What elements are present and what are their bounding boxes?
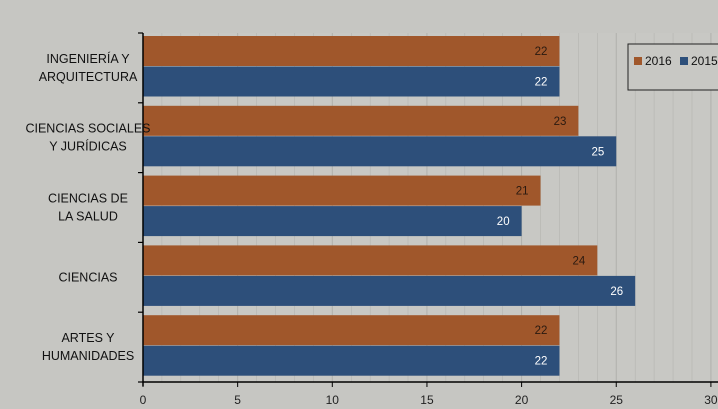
- bar-value-label: 22: [535, 77, 548, 89]
- legend-box: [627, 43, 718, 91]
- x-tick-label: 0: [140, 393, 147, 407]
- bar-value-label: 22: [535, 356, 548, 368]
- bar-value-label: 24: [573, 255, 586, 267]
- bar-2016-4: [143, 315, 560, 346]
- bar-value-label: 22: [535, 325, 548, 337]
- bar-value-label: 23: [554, 116, 567, 128]
- x-tick-label: 20: [515, 393, 529, 407]
- legend-label-2015: 2015: [691, 54, 718, 68]
- x-tick-label: 30: [704, 393, 718, 407]
- x-tick-label: 25: [610, 393, 624, 407]
- bar-value-label: 22: [535, 46, 548, 58]
- x-tick-labels: 0 5 10 15 20 25 30: [140, 382, 718, 407]
- category-label: CIENCIAS: [58, 270, 117, 284]
- legend-label-2016: 2016: [645, 54, 672, 68]
- bar-2015-4: [143, 345, 560, 376]
- bar-2015-3: [143, 275, 636, 306]
- axes: [138, 32, 718, 386]
- category-label: ARTES Y HUMANIDADES: [42, 331, 134, 363]
- bar-2016-3: [143, 245, 598, 276]
- bar-value-label: 25: [591, 146, 604, 158]
- bar-value-label: 20: [497, 216, 510, 228]
- legend: 2016 2015: [627, 43, 718, 91]
- category-label: CIENCIAS SOCIALES Y JURÍDICAS: [25, 122, 150, 154]
- legend-swatch-2015: [680, 57, 688, 65]
- bar-2016-0: [143, 36, 560, 66]
- x-tick-label: 10: [326, 393, 340, 407]
- bar-value-label: 21: [516, 186, 529, 198]
- bar-2015-0: [143, 66, 560, 97]
- bar-value-label: 26: [610, 286, 623, 298]
- x-tick-label: 5: [234, 393, 241, 407]
- bar-2015-2: [143, 206, 522, 237]
- category-labels: INGENIERÍA Y ARQUITECTURA CIENCIAS SOCIALE…: [25, 51, 150, 363]
- x-tick-label: 15: [420, 393, 434, 407]
- bar-2016-1: [143, 105, 579, 136]
- bar-2016-2: [143, 175, 541, 206]
- bars: 22 22 23 25 21 20 24 26 22 22: [143, 36, 636, 376]
- category-label: INGENIERÍA Y ARQUITECTURA: [39, 51, 138, 84]
- bar-2015-1: [143, 136, 617, 167]
- category-label: CIENCIAS DE LA SALUD: [48, 192, 128, 224]
- legend-swatch-2016: [634, 57, 642, 65]
